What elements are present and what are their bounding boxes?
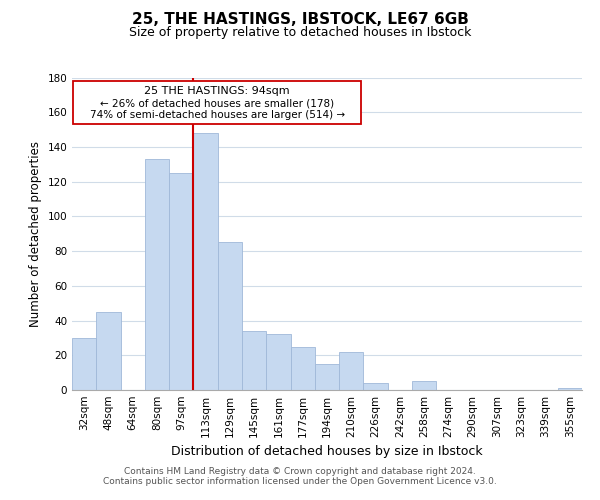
Bar (339, 352, 364, 390)
Bar (242, 331, 266, 390)
X-axis label: Distribution of detached houses by size in Ibstock: Distribution of detached houses by size … (171, 446, 483, 458)
Y-axis label: Number of detached properties: Number of detached properties (29, 141, 42, 327)
Bar (145, 159, 169, 390)
Text: 74% of semi-detached houses are larger (514) →: 74% of semi-detached houses are larger (… (89, 110, 344, 120)
Text: ← 26% of detached houses are smaller (178): ← 26% of detached houses are smaller (17… (100, 98, 334, 108)
Bar (72, 338, 96, 390)
Bar (96, 312, 121, 390)
Text: 25, THE HASTINGS, IBSTOCK, LE67 6GB: 25, THE HASTINGS, IBSTOCK, LE67 6GB (131, 12, 469, 28)
Bar (412, 382, 436, 390)
Bar (290, 346, 315, 390)
Text: Contains HM Land Registry data © Crown copyright and database right 2024.: Contains HM Land Registry data © Crown c… (124, 467, 476, 476)
Bar (364, 383, 388, 390)
Bar (169, 173, 193, 390)
Text: Contains public sector information licensed under the Open Government Licence v3: Contains public sector information licen… (103, 477, 497, 486)
Text: 25 THE HASTINGS: 94sqm: 25 THE HASTINGS: 94sqm (144, 86, 290, 96)
Bar (218, 242, 242, 390)
Bar (558, 388, 582, 390)
Bar (193, 133, 218, 390)
FancyBboxPatch shape (73, 81, 361, 124)
Text: Size of property relative to detached houses in Ibstock: Size of property relative to detached ho… (129, 26, 471, 39)
Bar (266, 334, 290, 390)
Bar (315, 364, 339, 390)
